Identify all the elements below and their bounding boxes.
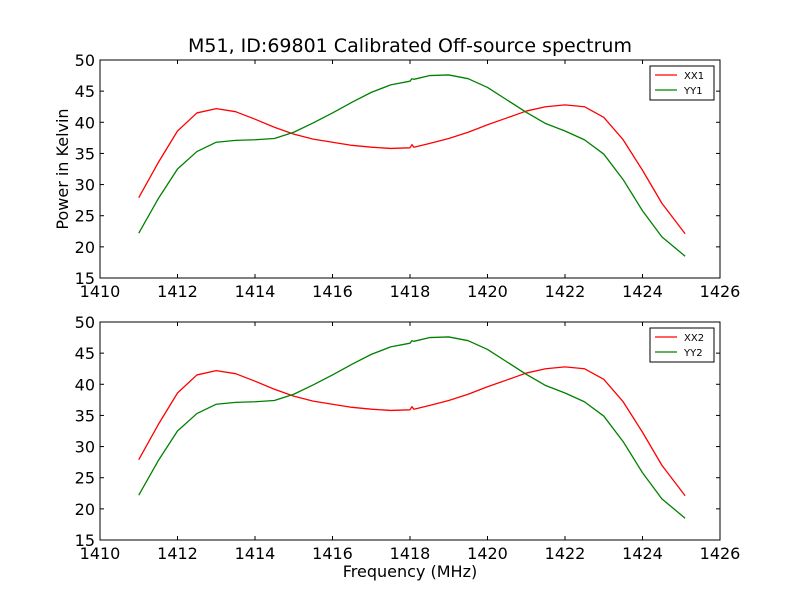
subplot-1: 1410 1412 1414 1416 1418 1420 1422 1424 1426 15 20…	[53, 51, 740, 301]
y-tick-label: 15	[75, 531, 95, 550]
y-tick-label: 45	[75, 82, 95, 101]
figure-title: M51, ID:69801 Calibrated Off-source spec…	[188, 35, 632, 57]
x-tick-label: 1414	[235, 544, 276, 563]
subplots: 1410 1412 1414 1416 1418 1420 1422 1424 1426 15 20…	[53, 51, 740, 581]
x-tick-label: 1422	[545, 544, 586, 563]
x-axis-label: Frequency (MHz)	[343, 562, 477, 581]
x-tick-label: 1410	[80, 282, 121, 301]
x-tick-label: 1416	[312, 544, 353, 563]
y-tick-label: 50	[75, 313, 95, 332]
series-line-yy2	[138, 336, 686, 519]
x-tick-label: 1420	[467, 282, 508, 301]
x-tick-label: 1422	[545, 282, 586, 301]
y-tick-label: 35	[75, 144, 95, 163]
x-tick-label: 1410	[80, 544, 121, 563]
y-tick-label: 35	[75, 406, 95, 425]
x-tick-label: 1416	[312, 282, 353, 301]
y-tick-label: 40	[75, 113, 95, 132]
y-tick-label: 15	[75, 269, 95, 288]
x-tick-label: 1426	[700, 544, 741, 563]
y-tick-label: 20	[75, 238, 95, 257]
x-tick-label: 1420	[467, 544, 508, 563]
series-line-xx1	[138, 104, 686, 235]
y-tick-label: 25	[75, 469, 95, 488]
series-line-xx2	[138, 366, 686, 497]
legend-box	[649, 65, 715, 101]
x-tick-label: 1426	[700, 282, 741, 301]
y-tick-label: 20	[75, 500, 95, 519]
x-tick-label: 1418	[390, 544, 431, 563]
x-tick-label: 1424	[622, 544, 663, 563]
y-axis-label: Power in Kelvin	[53, 108, 72, 229]
x-tick-label: 1414	[235, 282, 276, 301]
y-tick-label: 40	[75, 375, 95, 394]
x-tick-label: 1412	[157, 544, 198, 563]
legend-label: YY2	[683, 348, 703, 359]
subplot-2: 1410 1412 1414 1416 1418 1420 1422 1424 1426 15 20…	[75, 313, 741, 581]
y-tick-label: 25	[75, 207, 95, 226]
legend-box	[649, 327, 715, 363]
y-tick-label: 45	[75, 344, 95, 363]
y-tick-label: 50	[75, 51, 95, 70]
legend-label: XX1	[684, 71, 704, 82]
series-line-yy1	[138, 74, 686, 257]
x-tick-label: 1418	[390, 282, 431, 301]
legend-label: YY1	[683, 86, 703, 97]
y-tick-label: 30	[75, 176, 95, 195]
legend-label: XX2	[684, 333, 704, 344]
y-tick-label: 30	[75, 438, 95, 457]
x-tick-label: 1412	[157, 282, 198, 301]
x-tick-label: 1424	[622, 282, 663, 301]
